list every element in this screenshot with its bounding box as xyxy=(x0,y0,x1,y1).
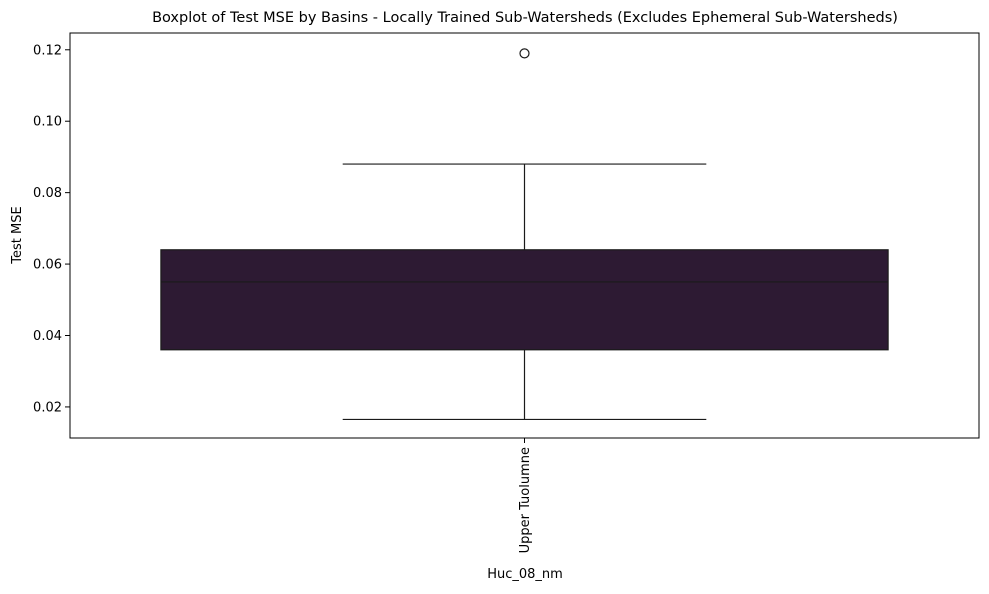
chart-title: Boxplot of Test MSE by Basins - Locally … xyxy=(152,10,898,26)
x-axis: Upper Tuolumne xyxy=(518,438,533,553)
y-tick-label: 0.08 xyxy=(33,186,62,201)
x-tick-label: Upper Tuolumne xyxy=(518,447,533,553)
y-tick-label: 0.04 xyxy=(33,329,62,344)
y-tick-label: 0.12 xyxy=(33,43,62,58)
x-axis-label: Huc_08_nm xyxy=(487,567,563,582)
plot-area xyxy=(160,48,889,421)
outlier-point xyxy=(519,48,530,59)
y-tick-label: 0.02 xyxy=(33,400,62,415)
y-axis: 0.02 0.04 0.06 0.08 0.10 0.12 xyxy=(33,43,70,415)
box-iqr xyxy=(160,249,889,351)
y-tick-label: 0.10 xyxy=(33,115,62,130)
y-axis-label: Test MSE xyxy=(10,206,25,264)
y-tick-label: 0.06 xyxy=(33,258,62,273)
